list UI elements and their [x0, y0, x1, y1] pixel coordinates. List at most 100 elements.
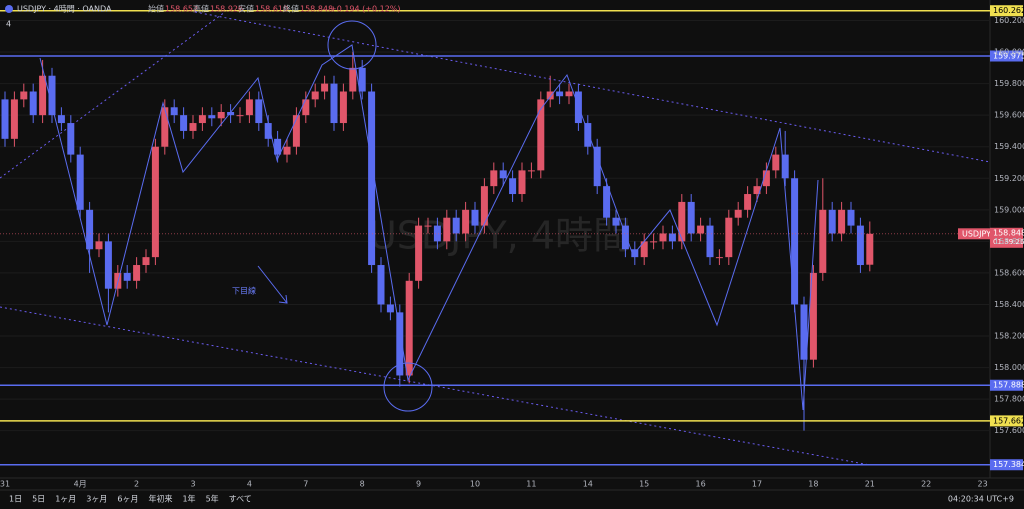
price-label: 157.384 [993, 460, 1024, 469]
y-tick-label: 159.000 [994, 205, 1024, 214]
candle-body [170, 107, 178, 116]
x-tick-label: 9 [416, 480, 421, 489]
candle-body [443, 217, 451, 242]
range-button[interactable]: すべて [229, 495, 252, 504]
candle-body [283, 146, 291, 155]
candle-body [772, 154, 780, 171]
candle-body [57, 115, 65, 124]
candle-body [321, 83, 329, 92]
candle-body [274, 138, 282, 155]
candle-body [499, 170, 507, 179]
candle-body [518, 170, 526, 195]
x-tick-label: 4 [247, 480, 252, 489]
low-label: 安値 [238, 4, 254, 14]
range-button[interactable]: 1日 [9, 495, 22, 504]
candle-body [104, 241, 112, 289]
candle-body [753, 186, 761, 195]
candle-body [678, 201, 686, 242]
candle-body [424, 225, 432, 227]
candle-body [640, 241, 648, 258]
y-tick-label: 160.000 [994, 48, 1024, 57]
candle-body [377, 265, 385, 305]
candle-body [20, 91, 28, 100]
candles [1, 52, 874, 431]
range-button[interactable]: 1年 [182, 494, 195, 504]
candle-body [180, 115, 188, 131]
candle-body [668, 233, 676, 242]
candle-body [311, 91, 319, 100]
candle-body [593, 146, 601, 187]
toolbar: 1日 5日 1ヶ月 3ヶ月 6ヶ月 年初来 1年 5年 すべて [9, 494, 252, 504]
x-tick-label: 22 [921, 480, 931, 489]
y-tick-label: 159.400 [994, 142, 1024, 151]
candle-body [866, 233, 874, 265]
x-tick-label: 18 [808, 480, 818, 489]
candle-body [838, 209, 846, 234]
range-button[interactable]: 6ヶ月 [117, 495, 138, 504]
candle-body [471, 209, 479, 226]
candle-body [734, 209, 742, 218]
zigzag [39, 44, 819, 411]
price-label: 160.262 [993, 6, 1024, 15]
y-tick-label: 159.600 [994, 111, 1024, 120]
price-label: 157.888 [993, 381, 1024, 390]
candle-body [650, 241, 658, 243]
candle-body [151, 146, 159, 258]
watermark: USDJPY, 4時間 [369, 214, 631, 258]
candle-body [86, 209, 94, 250]
candle-body [358, 67, 366, 92]
x-tick-label: 4月 [74, 480, 87, 489]
candle-body [189, 123, 197, 131]
candle-body [386, 304, 394, 313]
candle-body [621, 225, 629, 250]
x-tick-label: 23 [978, 480, 988, 489]
clock: 04:20:34 UTC+9 [948, 495, 1014, 504]
candle-body [349, 67, 357, 92]
candle-body [339, 91, 347, 124]
candle-body [415, 225, 423, 281]
candle-body [227, 112, 235, 116]
candle-body [264, 123, 272, 139]
last-price: 158.848 [993, 228, 1024, 237]
price-label-bg [990, 5, 1023, 17]
candle-body [452, 217, 460, 234]
candle-body [659, 233, 667, 242]
candle-body [95, 241, 103, 250]
annotation: 下目線 [232, 286, 256, 296]
x-tick-label: 10 [470, 480, 480, 489]
candle-body [706, 225, 714, 258]
candle-body [330, 83, 338, 124]
candle-body [142, 257, 150, 266]
range-button[interactable]: 3ヶ月 [86, 495, 107, 504]
range-button[interactable]: 1ヶ月 [55, 495, 76, 504]
candle-body [292, 115, 300, 147]
candle-body [48, 75, 56, 116]
circle-marker [327, 20, 377, 70]
candle-body [67, 123, 75, 155]
candle-body [10, 99, 18, 139]
candle-body [236, 115, 244, 117]
y-tick-label: 158.000 [994, 363, 1024, 372]
candle-body [744, 194, 752, 210]
range-button[interactable]: 年初来 [148, 494, 172, 504]
candle-body [509, 178, 517, 195]
range-button[interactable]: 5年 [206, 494, 219, 504]
header: USDJPY · 4時間 · OANDA 4 始値 158.652 高値 158… [5, 4, 401, 29]
candle-body [76, 154, 84, 210]
range-button[interactable]: 5日 [32, 495, 45, 504]
candle-body [828, 209, 836, 234]
price-label-bg [990, 50, 1023, 62]
candle-body [603, 186, 611, 218]
y-tick-label: 158.200 [994, 332, 1024, 341]
close-value: 158.848 [300, 5, 333, 14]
candle-body [546, 91, 554, 100]
price-label-bg [990, 459, 1023, 471]
candle-body [29, 91, 37, 116]
x-tick-label: 7 [303, 480, 308, 489]
candle-body [687, 201, 695, 234]
arrow-head [278, 294, 288, 304]
y-tick-label: 158.800 [994, 237, 1024, 246]
candle-body [809, 272, 817, 360]
candle-body [537, 99, 545, 171]
